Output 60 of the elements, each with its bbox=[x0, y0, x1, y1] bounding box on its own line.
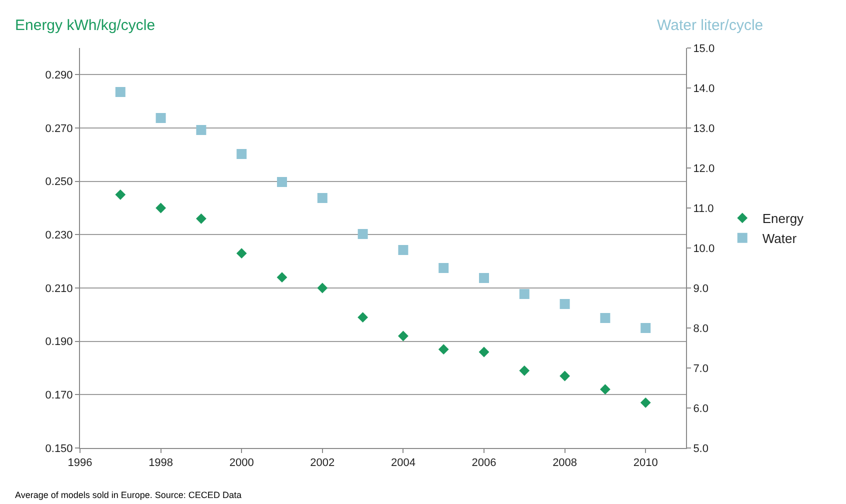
y-axis-title: Energy kWh/kg/cycle bbox=[15, 17, 156, 34]
x-tick-label: 2004 bbox=[390, 457, 416, 470]
point bbox=[478, 346, 490, 358]
point bbox=[156, 113, 166, 123]
legend-label: Water bbox=[762, 230, 798, 246]
y-tick-label: 0.190 bbox=[45, 336, 73, 348]
point bbox=[358, 312, 368, 323]
point bbox=[519, 289, 530, 299]
x-tick-label: 1996 bbox=[68, 457, 92, 470]
point bbox=[560, 299, 570, 309]
point bbox=[115, 189, 126, 200]
x-tick-label: 2008 bbox=[552, 457, 578, 470]
point bbox=[479, 273, 489, 283]
y2-tick-label: 8.0 bbox=[693, 322, 708, 335]
y-tick-label: 0.250 bbox=[45, 176, 73, 188]
y2-tick-label: 13.0 bbox=[693, 122, 715, 135]
y-tick-label: 0.270 bbox=[45, 122, 73, 135]
y2-tick-label: 6.0 bbox=[693, 402, 708, 415]
point bbox=[519, 365, 530, 376]
point bbox=[398, 330, 408, 342]
y-tick-label: 0.290 bbox=[45, 70, 73, 82]
point bbox=[196, 125, 206, 135]
y2-axis-title: Water liter/cycle bbox=[657, 17, 764, 34]
y-tick-label: 0.170 bbox=[45, 390, 73, 402]
point bbox=[438, 263, 449, 273]
x-tick-label: 2002 bbox=[310, 457, 335, 470]
y-tick-label: 0.210 bbox=[45, 282, 73, 295]
point bbox=[640, 397, 651, 408]
y2-tick-label: 5.0 bbox=[693, 442, 708, 455]
point bbox=[358, 229, 368, 239]
point bbox=[236, 248, 247, 259]
y-tick-label: 0.230 bbox=[45, 230, 73, 242]
point bbox=[600, 384, 610, 395]
point bbox=[438, 344, 449, 355]
point bbox=[317, 193, 328, 203]
y2-tick-label: 10.0 bbox=[693, 242, 715, 255]
text: Average of models sold in Europe. Source: CECED Data bbox=[15, 490, 242, 500]
point bbox=[398, 245, 408, 255]
point bbox=[317, 282, 328, 294]
y2-tick-label: 12.0 bbox=[693, 162, 715, 175]
point bbox=[156, 202, 166, 214]
legend-label: Energy bbox=[762, 211, 804, 226]
point bbox=[115, 87, 126, 97]
point bbox=[196, 213, 206, 224]
x-tick-label: 2006 bbox=[472, 457, 496, 470]
point bbox=[236, 149, 247, 159]
y2-tick-label: 11.0 bbox=[693, 202, 714, 215]
x-tick-label: 2000 bbox=[229, 457, 254, 470]
y2-tick-label: 14.0 bbox=[693, 82, 715, 95]
point bbox=[640, 323, 651, 333]
point bbox=[276, 272, 288, 283]
y2-tick-label: 15.0 bbox=[693, 42, 715, 55]
y2-tick-label: 7.0 bbox=[693, 362, 708, 375]
x-tick-label: 1998 bbox=[148, 457, 174, 470]
point bbox=[560, 370, 570, 382]
x-tick-label: 2010 bbox=[633, 457, 658, 470]
y2-tick-label: 9.0 bbox=[693, 282, 708, 295]
y-tick-label: 0.150 bbox=[45, 442, 73, 455]
point bbox=[600, 313, 610, 323]
point bbox=[277, 177, 287, 187]
